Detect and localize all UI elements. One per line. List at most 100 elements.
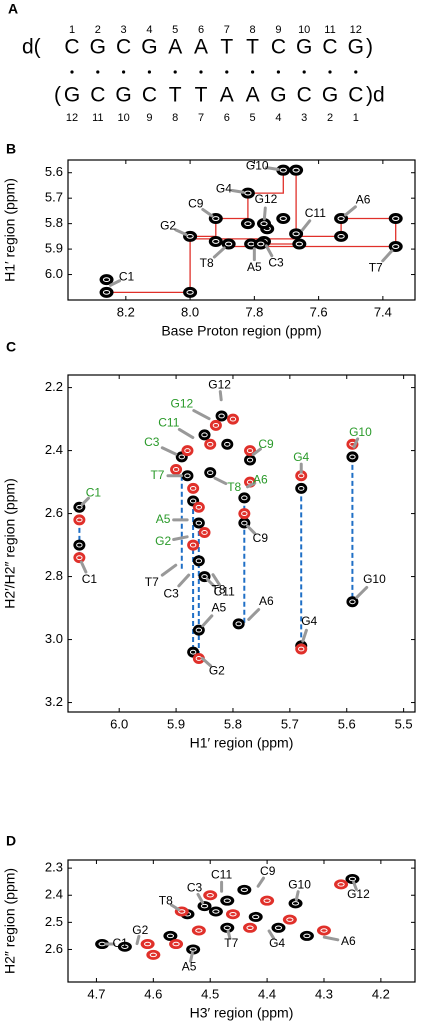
annotation: C1 — [112, 936, 128, 950]
peak-contour — [349, 599, 356, 605]
annotation-pointer — [262, 206, 267, 221]
base: C — [322, 36, 337, 59]
annotation-pointer — [135, 934, 141, 946]
peak — [146, 949, 161, 960]
peak — [243, 922, 258, 933]
annotation: G4 — [216, 181, 232, 195]
peak — [170, 463, 183, 475]
peak — [169, 939, 184, 950]
peak-contour — [279, 216, 287, 221]
peak — [215, 410, 228, 422]
pair-dot — [225, 70, 229, 74]
plot-content — [95, 873, 360, 960]
annotation: T7 — [369, 261, 383, 275]
peak — [388, 241, 403, 253]
peak-contour — [320, 928, 328, 933]
base: G — [322, 84, 338, 107]
peak-contour — [303, 933, 311, 939]
annotation-pointer — [352, 880, 358, 891]
peak — [225, 909, 240, 920]
peak-contour — [195, 558, 203, 564]
pair-dot — [354, 70, 358, 74]
y-axis-title: H2″ region (ppm) — [2, 868, 18, 974]
peak-contour — [252, 914, 260, 920]
plot-content — [73, 410, 359, 664]
plot-frame — [67, 374, 416, 713]
peak-contour — [149, 952, 157, 958]
peak — [238, 492, 251, 504]
peak — [276, 213, 291, 225]
peak-contour — [195, 520, 203, 526]
annotation: A6 — [253, 473, 268, 487]
peak-contour — [337, 216, 345, 221]
annotation: G12 — [208, 378, 231, 392]
y-tick-label: 2.8 — [45, 568, 63, 583]
strand-suffix: ) — [366, 36, 373, 59]
peak-contour — [195, 627, 203, 633]
peak-contour — [279, 167, 287, 173]
x-tick-label: 5.7 — [281, 716, 299, 731]
base: G — [348, 36, 364, 59]
x-tick-label: 8.0 — [181, 304, 199, 319]
base: C — [142, 84, 157, 107]
peak-contour — [392, 244, 400, 249]
peak-contour — [184, 473, 191, 479]
peak-contour — [195, 928, 203, 933]
y-tick-label: 5.8 — [45, 215, 63, 230]
base-number: 2 — [327, 112, 333, 124]
base-number: 11 — [324, 24, 335, 36]
x-tick-label: 4.2 — [372, 986, 390, 1001]
panel-label: A — [8, 1, 18, 17]
base: C — [297, 84, 312, 107]
annotation-pointer — [344, 205, 357, 217]
peak-contour — [241, 495, 248, 501]
peak-contour — [201, 432, 208, 438]
peak-contour — [184, 448, 191, 454]
base-number: 6 — [198, 24, 204, 36]
peak — [187, 539, 200, 551]
peak-contour — [189, 485, 197, 491]
base-number: 8 — [172, 112, 178, 124]
annotation: T8 — [212, 583, 226, 597]
annotation: C9 — [258, 437, 274, 451]
peak-contour — [244, 221, 252, 227]
peak-contour — [295, 241, 303, 247]
base-number: 11 — [92, 112, 103, 124]
base-number: 9 — [275, 24, 281, 36]
annotation: G2 — [209, 663, 225, 677]
peak — [198, 429, 211, 441]
y-tick-label: 3.0 — [45, 631, 63, 646]
annotation: C9 — [253, 531, 269, 545]
peak — [191, 925, 206, 936]
peak-contour — [241, 520, 248, 526]
annotation-pointer — [177, 573, 191, 588]
annotation: G2 — [132, 923, 148, 937]
peak — [99, 274, 114, 286]
peak — [183, 286, 198, 298]
annotation-pointer — [251, 447, 262, 456]
peak — [346, 596, 359, 608]
annotation: T7 — [145, 575, 159, 589]
peak-contour — [223, 898, 231, 903]
plot-content — [99, 164, 403, 298]
annotation-pointer — [355, 585, 369, 599]
annotation-pointer — [213, 476, 228, 486]
peak — [192, 555, 205, 567]
peak-contour — [348, 876, 357, 882]
peak-contour — [229, 416, 237, 422]
peak — [237, 884, 252, 895]
peak — [295, 482, 308, 494]
annotation-pointer — [247, 608, 261, 621]
annotation: C11 — [305, 206, 326, 220]
base-number: 8 — [250, 24, 256, 36]
peak — [316, 925, 331, 936]
base-number: 5 — [250, 112, 256, 124]
annotation: A5 — [182, 960, 197, 974]
peak-contour — [207, 470, 214, 476]
peak-contour — [257, 241, 265, 247]
annotation-pointer — [246, 481, 257, 489]
annotation: G2 — [160, 219, 176, 233]
annotation-pointer — [246, 524, 257, 535]
base: G — [296, 36, 312, 59]
peak-contour — [76, 555, 83, 561]
